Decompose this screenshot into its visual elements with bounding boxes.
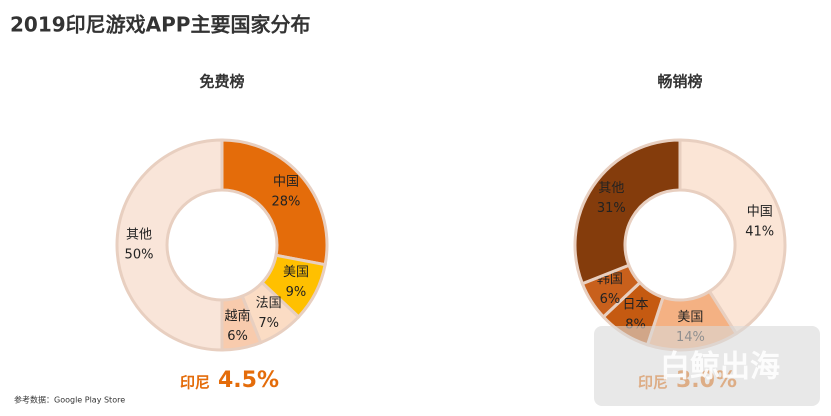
slice-value: 50% — [125, 248, 154, 263]
slice-name: 美国 — [677, 310, 703, 325]
slice-name: 其他 — [598, 181, 624, 196]
slice — [115, 138, 224, 352]
slice-value: 31% — [597, 201, 626, 216]
watermark-box — [594, 326, 820, 406]
slice — [678, 138, 787, 336]
chart-title: 免费榜 — [199, 73, 244, 91]
slice-name: 其他 — [126, 228, 152, 243]
slice-name: 日本 — [623, 298, 649, 313]
slice-value: 41% — [745, 224, 774, 239]
slice-value: 28% — [271, 195, 300, 210]
source: 参考数据：Google Play Store — [14, 395, 125, 405]
slice-value: 6% — [600, 292, 621, 307]
slice-value: 7% — [258, 316, 279, 331]
annotation: 印尼 — [180, 374, 210, 392]
page-title: 2019印尼游戏APP主要国家分布 — [10, 13, 310, 37]
slice-name: 法国 — [256, 296, 282, 311]
slice-name: 越南 — [225, 308, 251, 324]
chart-title: 畅销榜 — [657, 73, 702, 91]
slice-value: 6% — [227, 329, 248, 344]
watermark: 白鲸出海 — [660, 350, 780, 385]
slice-name: 中国 — [273, 175, 299, 190]
annotation-value: 4.5% — [218, 368, 279, 393]
slice — [573, 138, 682, 286]
slice — [220, 138, 329, 267]
slice-name: 中国 — [747, 204, 773, 219]
slice-value: 9% — [286, 285, 307, 300]
slice-name: 美国 — [283, 265, 309, 280]
